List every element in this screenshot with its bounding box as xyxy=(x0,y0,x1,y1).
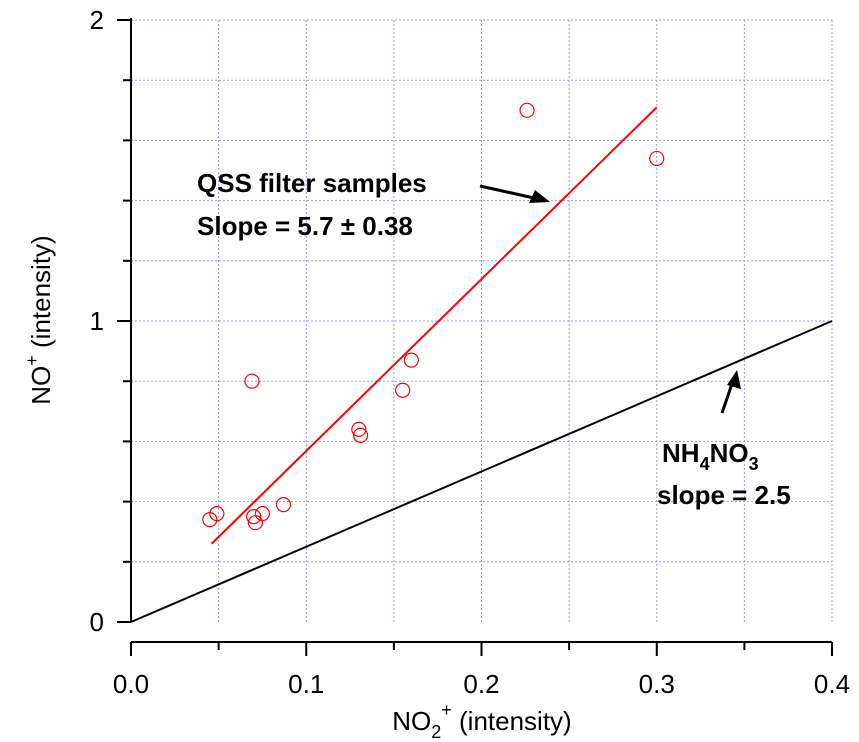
data-point xyxy=(395,382,411,398)
data-point xyxy=(275,497,292,513)
x-tick-label: 0.2 xyxy=(463,669,499,699)
data-point xyxy=(254,506,271,522)
qss-annotation: QSS filter samples Slope = 5.7 ± 0.38 xyxy=(197,168,550,241)
grid xyxy=(131,19,833,622)
y-tick-label: 2 xyxy=(90,5,104,35)
data-point xyxy=(351,421,367,437)
data-point xyxy=(403,352,419,368)
data-point xyxy=(519,102,535,118)
qss-label: QSS filter samples xyxy=(197,168,427,198)
series-points xyxy=(202,102,665,531)
fit-line xyxy=(210,106,658,545)
x-tick-label: 0.3 xyxy=(639,669,675,699)
data-point xyxy=(352,427,369,443)
nh4no3-annotation: NH4NO3 slope = 2.5 xyxy=(657,370,791,510)
qss-slope: Slope = 5.7 ± 0.38 xyxy=(197,211,413,241)
x-tick-label: 0.1 xyxy=(288,669,324,699)
y-axis-title: NO+ (intensity) xyxy=(22,235,56,404)
x-axis-title: NO2+ (intensity) xyxy=(392,700,571,742)
data-point xyxy=(209,506,225,522)
data-point xyxy=(649,150,665,167)
nh4no3-arrowhead xyxy=(727,370,741,389)
tick-labels: 0 1 2 0.0 0.1 0.2 0.3 0.4 xyxy=(90,5,851,699)
qss-arrowhead xyxy=(529,190,550,203)
axes xyxy=(117,18,833,656)
reference-line xyxy=(130,320,833,623)
data-point xyxy=(244,373,260,389)
series-lines xyxy=(130,106,833,623)
y-tick-label: 1 xyxy=(90,306,104,336)
y-tick-label: 0 xyxy=(90,607,104,637)
nh4no3-slope: slope = 2.5 xyxy=(657,480,791,510)
nh4no3-label: NH4NO3 xyxy=(662,438,759,474)
x-tick-label: 0.0 xyxy=(113,669,149,699)
x-tick-label: 0.4 xyxy=(814,669,850,699)
data-point xyxy=(246,509,262,525)
